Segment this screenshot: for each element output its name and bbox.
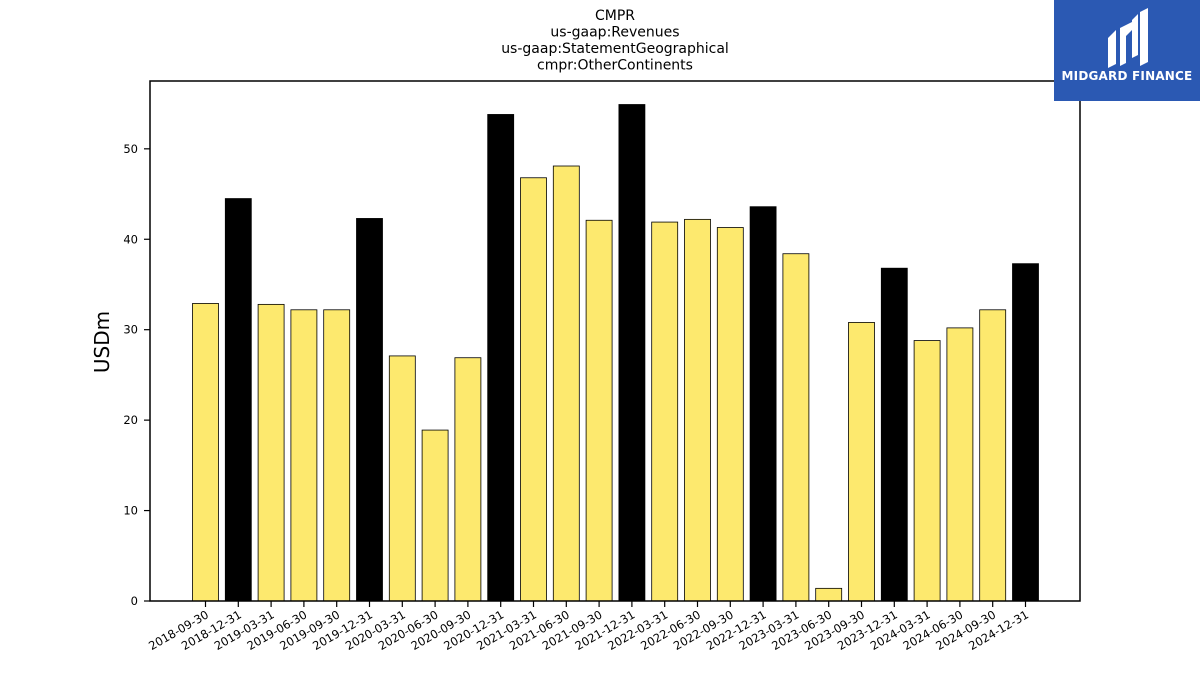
chart-title-line: us-gaap:Revenues xyxy=(550,25,679,41)
y-axis-label: USDm xyxy=(90,311,114,373)
bar-2022-03-31 xyxy=(651,221,679,602)
y-tick-label: 50 xyxy=(123,142,138,156)
bar-2022-12-31 xyxy=(749,206,777,602)
bar-2021-06-30 xyxy=(552,165,580,602)
bar-2023-09-30 xyxy=(848,322,875,602)
bar-2023-03-31 xyxy=(782,253,810,602)
chart-title: CMPRus-gaap:Revenuesus-gaap:StatementGeo… xyxy=(501,8,729,74)
y-tick-label: 40 xyxy=(123,232,138,246)
midgard-finance-logo-icon xyxy=(1108,8,1148,68)
bar-2021-03-31 xyxy=(520,177,547,602)
bar-2019-12-31 xyxy=(356,218,383,602)
bar-2022-06-30 xyxy=(684,218,711,602)
y-axis: 0 10 20 30 40 50 xyxy=(123,142,150,608)
chart-title-line: cmpr:OtherContinents xyxy=(537,58,693,74)
x-axis: 2018-09-302018-12-312019-03-312019-06-30… xyxy=(146,601,1031,653)
logo-text: MIDGARD FINANCE xyxy=(1061,69,1193,83)
y-tick-label: 20 xyxy=(123,413,138,427)
bar-2018-12-31 xyxy=(224,198,252,602)
bar-2022-09-30 xyxy=(716,227,744,602)
bar-2020-09-30 xyxy=(454,357,482,602)
bar-2024-03-31 xyxy=(913,340,941,602)
bar-2020-06-30 xyxy=(421,429,449,602)
y-tick-label: 0 xyxy=(131,594,138,608)
bar-2024-06-30 xyxy=(946,327,974,602)
plot-frame xyxy=(149,80,1081,602)
midgard-finance-logo: MIDGARD FINANCE xyxy=(1054,0,1200,101)
bar-2019-03-31 xyxy=(257,303,285,602)
bar-2021-09-30 xyxy=(585,219,613,602)
bar-2023-12-31 xyxy=(880,267,908,602)
y-tick-label: 10 xyxy=(123,504,138,518)
bar-series xyxy=(192,104,1039,602)
bar-2024-12-31 xyxy=(1012,263,1039,602)
bar-2021-12-31 xyxy=(618,104,646,602)
bar-2020-12-31 xyxy=(487,114,515,602)
chart-title-line: us-gaap:StatementGeographical xyxy=(501,41,729,57)
chart-title-line: CMPR xyxy=(595,8,635,24)
bar-2020-03-31 xyxy=(388,355,416,602)
bar-2024-09-30 xyxy=(979,309,1007,602)
y-tick-label: 30 xyxy=(123,323,138,337)
bar-2019-09-30 xyxy=(323,309,351,602)
bar-2019-06-30 xyxy=(290,309,318,602)
bar-2023-06-30 xyxy=(815,587,843,602)
bar-2018-09-30 xyxy=(192,303,219,602)
